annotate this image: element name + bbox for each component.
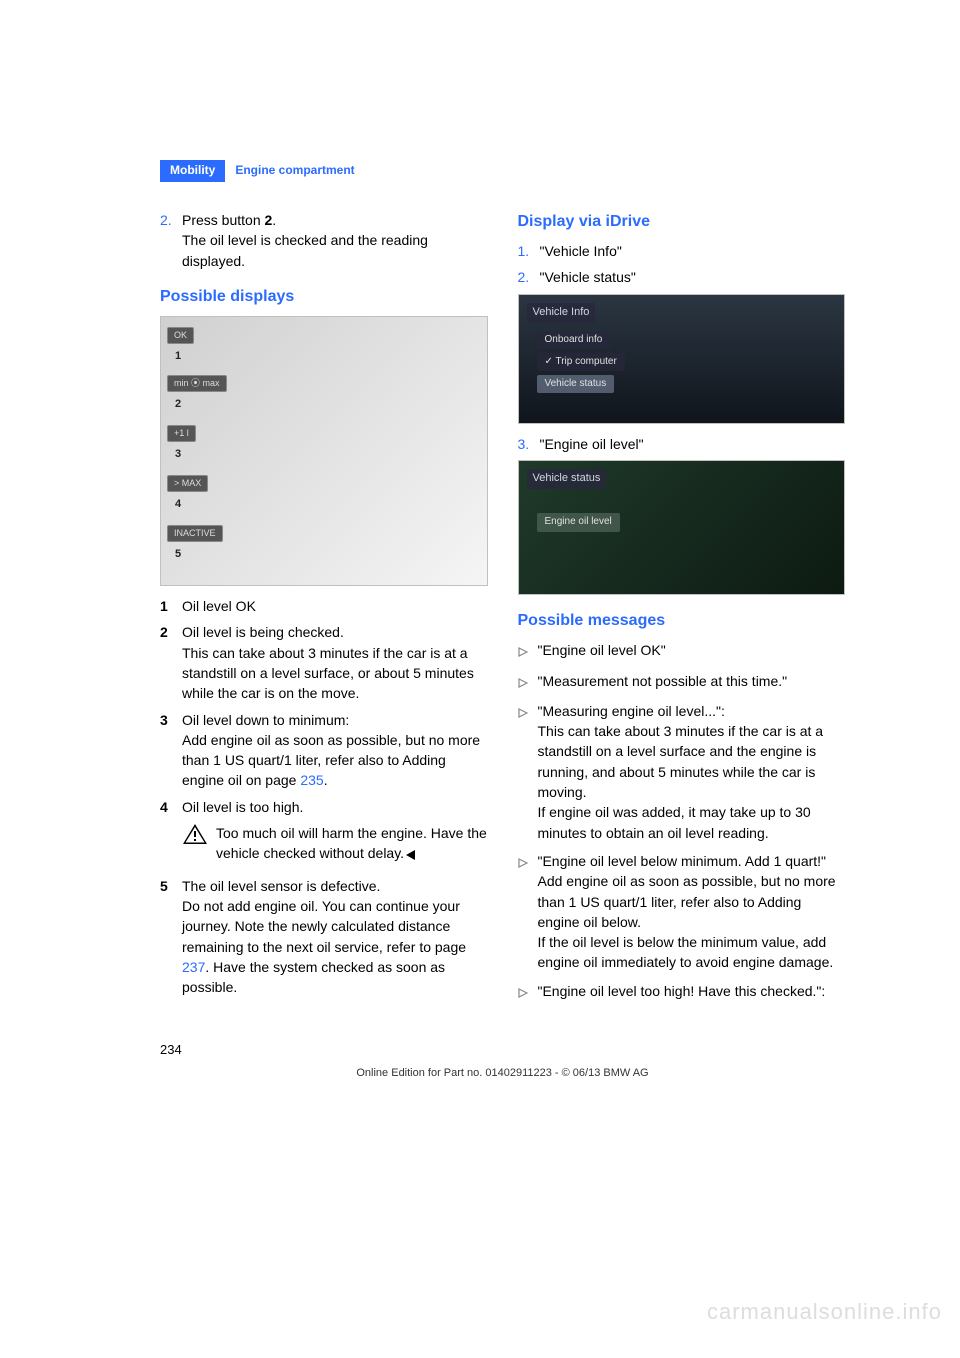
screen-item-selected: Vehicle status [537,375,615,394]
def-5: 5 The oil level sensor is defective. Do … [160,876,488,998]
message-item: "Engine oil level below minimum. Add 1 q… [518,851,846,973]
def-4: 4 Oil level is too high. Too much oil wi… [160,797,488,870]
gauge-num-4: 4 [175,497,181,513]
gauge-num-1: 1 [175,349,181,365]
end-marker-icon [406,850,415,860]
gauge-label-inactive: INACTIVE [167,525,223,542]
step-text-pre: Press button [182,212,265,228]
warning-text: Too much oil will harm the engine. Have … [216,823,488,864]
bullet-icon [518,671,538,693]
message-item: "Engine oil level too high! Have this ch… [518,981,846,1003]
def-2: 2 Oil level is being checked. This can t… [160,622,488,703]
message-text: "Measurement not possible at this time." [538,671,846,693]
gauge-label-max: > MAX [167,475,208,492]
screen-item: ✓ Trip computer [537,353,625,372]
gauge-num-2: 2 [175,397,181,413]
gauge-label-plus1: +1 l [167,425,196,442]
screen-item-selected: Engine oil level [537,513,620,532]
message-text: "Engine oil level OK" [538,640,846,662]
gauge-num-3: 3 [175,447,181,463]
gauge-label-ok: OK [167,327,194,344]
step-body: Press button 2. The oil level is checked… [182,210,488,271]
bullet-icon [518,981,538,1003]
def-1: 1 Oil level OK [160,596,488,616]
def-3: 3 Oil level down to minimum: Add engine … [160,710,488,791]
step-number: 2. [160,210,182,271]
gauge-num-5: 5 [175,547,181,563]
step-2: 2. Press button 2. The oil level is chec… [160,210,488,271]
message-text: "Measuring engine oil level...": This ca… [538,701,846,843]
def-body: The oil level sensor is defective. Do no… [182,876,488,998]
step-body: "Engine oil level" [540,434,846,454]
warning-box: Too much oil will harm the engine. Have … [182,823,488,864]
def-num: 4 [160,797,182,870]
def-num: 1 [160,596,182,616]
message-text: "Engine oil level below minimum. Add 1 q… [538,851,846,973]
step-number: 1. [518,241,540,261]
message-item: "Measurement not possible at this time." [518,671,846,693]
tab-mobility: Mobility [160,160,225,182]
heading-display-idrive: Display via iDrive [518,210,846,233]
message-text: "Engine oil level too high! Have this ch… [538,981,846,1003]
bullet-icon [518,701,538,843]
warning-text-body: Too much oil will harm the engine. Have … [216,825,487,861]
screen-item: Onboard info [537,331,611,350]
step-body: "Vehicle Info" [540,241,846,261]
def-text-post: . [324,772,328,788]
content-columns: 2. Press button 2. The oil level is chec… [160,210,845,1011]
page-link-237[interactable]: 237 [182,959,205,975]
def-body: Oil level is being checked. This can tak… [182,622,488,703]
screen-title: Vehicle status [527,469,607,489]
gauge-illustration: OK 1 min ⦿ max 2 +1 l 3 > MAX 4 INACTIVE… [160,316,488,586]
left-column: 2. Press button 2. The oil level is chec… [160,210,488,1011]
gauge-label-minmax: min ⦿ max [167,375,227,392]
def-text-pre: The oil level sensor is defective. Do no… [182,878,466,955]
def-body-text: Oil level is too high. [182,797,488,817]
page-container: Mobility Engine compartment 2. Press but… [0,0,960,1122]
warning-icon [182,823,208,845]
def-body: Oil level down to minimum: Add engine oi… [182,710,488,791]
step-text-line2: The oil level is checked and the reading… [182,230,488,271]
heading-possible-messages: Possible messages [518,609,846,632]
tab-engine-compartment: Engine compartment [225,160,364,182]
bullet-icon [518,640,538,662]
idrive-step-1: 1. "Vehicle Info" [518,241,846,261]
def-num: 5 [160,876,182,998]
footer-text: Online Edition for Part no. 01402911223 … [160,1066,845,1082]
step-number: 3. [518,434,540,454]
idrive-screenshot-2: Vehicle status Engine oil level [518,460,846,595]
step-text-post: . [272,212,276,228]
idrive-step-3: 3. "Engine oil level" [518,434,846,454]
def-num: 3 [160,710,182,791]
def-text-pre: Oil level down to minimum: Add engine oi… [182,712,480,789]
idrive-screenshot-1: Vehicle Info Onboard info ✓ Trip compute… [518,294,846,424]
right-column: Display via iDrive 1. "Vehicle Info" 2. … [518,210,846,1011]
page-number: 234 [160,1041,845,1060]
heading-possible-displays: Possible displays [160,285,488,308]
def-text-post: . Have the system checked as soon as pos… [182,959,445,995]
screen-item-label: Trip computer [555,356,616,367]
message-item: "Engine oil level OK" [518,640,846,662]
def-body: Oil level OK [182,596,488,616]
step-body: "Vehicle status" [540,267,846,287]
watermark: carmanualsonline.info [707,1296,942,1328]
step-number: 2. [518,267,540,287]
screen-title: Vehicle Info [527,303,596,323]
bullet-icon [518,851,538,973]
def-num: 2 [160,622,182,703]
page-link-235[interactable]: 235 [300,772,323,788]
header-tabs: Mobility Engine compartment [160,160,845,182]
idrive-step-2: 2. "Vehicle status" [518,267,846,287]
message-item: "Measuring engine oil level...": This ca… [518,701,846,843]
def-body: Oil level is too high. Too much oil will… [182,797,488,870]
